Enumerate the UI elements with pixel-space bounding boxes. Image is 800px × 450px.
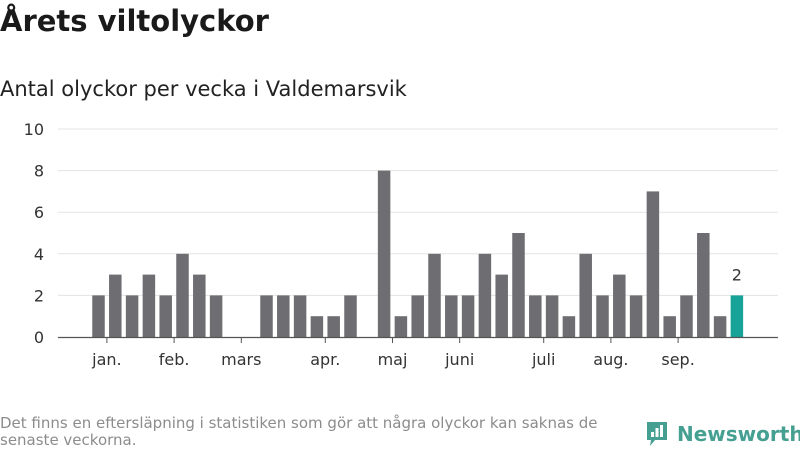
bar bbox=[579, 253, 592, 337]
bar bbox=[327, 316, 340, 337]
bar bbox=[713, 316, 727, 337]
bar bbox=[125, 295, 139, 337]
bar bbox=[193, 274, 206, 337]
brand-name: Newsworthy bbox=[677, 422, 800, 446]
bar bbox=[142, 274, 156, 337]
x-tick-label: juli bbox=[531, 350, 555, 369]
bar bbox=[697, 233, 710, 337]
bar bbox=[260, 295, 273, 337]
bar bbox=[109, 274, 122, 337]
bar bbox=[293, 295, 307, 337]
bar bbox=[545, 295, 559, 337]
bar bbox=[92, 295, 105, 337]
bar bbox=[394, 316, 408, 337]
bar bbox=[529, 295, 542, 337]
x-tick-label: sep. bbox=[661, 350, 694, 369]
y-tick-label: 2 bbox=[34, 286, 44, 305]
bar bbox=[159, 295, 172, 337]
bar bbox=[209, 295, 223, 337]
bar-highlight bbox=[730, 295, 744, 337]
newsworthy-logo-icon bbox=[647, 422, 667, 446]
bar-chart: 0 2 4 6 8 10 2 jan. feb. mars apr. maj juni juli aug… bbox=[24, 120, 778, 369]
x-tick-label: aug. bbox=[593, 350, 628, 369]
x-tick-label: feb. bbox=[159, 350, 190, 369]
bar bbox=[512, 233, 525, 337]
bar bbox=[562, 316, 576, 337]
bar bbox=[663, 316, 676, 337]
x-tick-label: maj bbox=[378, 350, 408, 369]
bar bbox=[613, 274, 626, 337]
bar bbox=[428, 253, 441, 337]
bars bbox=[92, 170, 744, 337]
y-tick-label: 4 bbox=[34, 245, 44, 264]
bar bbox=[445, 295, 458, 337]
x-tick-label: juni bbox=[444, 350, 474, 369]
bar bbox=[646, 191, 660, 337]
x-axis-ticks: jan. feb. mars apr. maj juni juli aug. sep. bbox=[91, 337, 695, 369]
y-tick-label: 0 bbox=[34, 328, 44, 347]
chart-title: Årets viltolyckor bbox=[0, 4, 269, 38]
footnote: Det finns en eftersläpning i statistiken… bbox=[0, 414, 598, 449]
bar bbox=[344, 295, 357, 337]
bar bbox=[629, 295, 643, 337]
x-tick-label: mars bbox=[221, 350, 261, 369]
bar bbox=[377, 170, 391, 337]
grid-lines bbox=[58, 128, 778, 296]
y-tick-label: 8 bbox=[34, 162, 44, 181]
y-tick-label: 10 bbox=[24, 120, 44, 139]
x-tick-label: apr. bbox=[310, 350, 340, 369]
bar bbox=[461, 295, 475, 337]
brand-logo[interactable]: Newsworthy bbox=[645, 418, 800, 450]
bar bbox=[478, 253, 492, 337]
bar bbox=[680, 295, 693, 337]
data-labels: 2 bbox=[732, 265, 742, 284]
y-tick-label: 6 bbox=[34, 203, 44, 222]
bar bbox=[596, 295, 609, 337]
bar bbox=[176, 253, 189, 337]
bar bbox=[277, 295, 290, 337]
y-axis-ticks: 0 2 4 6 8 10 bbox=[24, 120, 44, 347]
chart-subtitle: Antal olyckor per vecka i Valdemarsvik bbox=[0, 77, 407, 101]
x-tick-label: jan. bbox=[91, 350, 121, 369]
bar bbox=[411, 295, 424, 337]
bar bbox=[310, 316, 324, 337]
data-label: 2 bbox=[732, 265, 742, 284]
bar bbox=[495, 274, 508, 337]
